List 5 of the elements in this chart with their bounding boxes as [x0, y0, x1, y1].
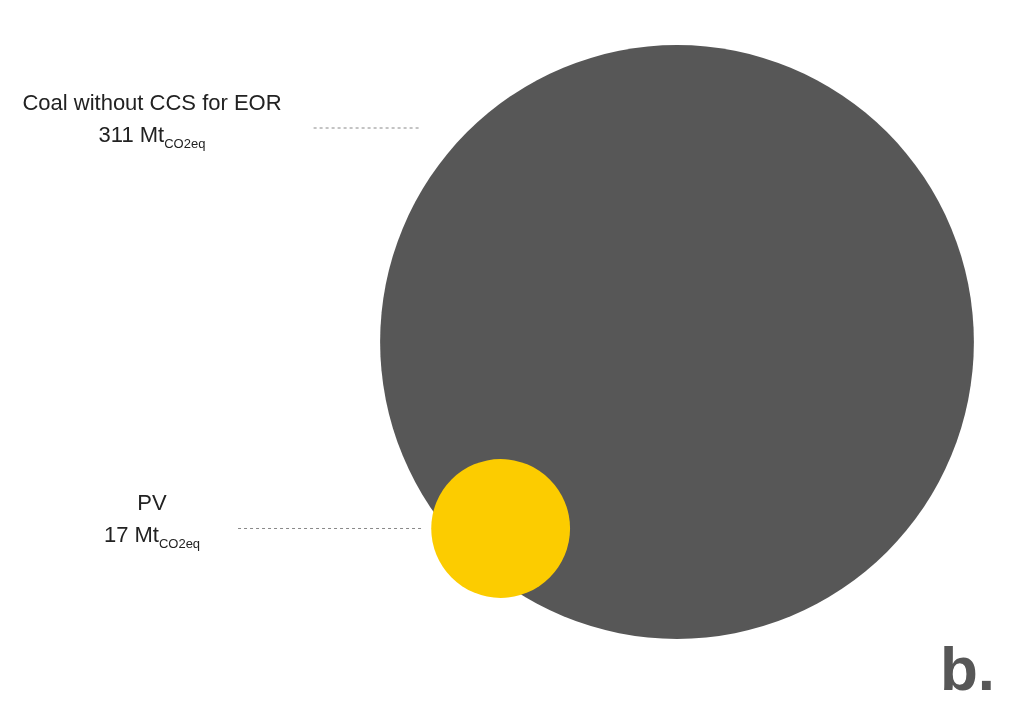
category-label: PV — [137, 490, 167, 516]
category-label: Coal without CCS for EOR — [22, 90, 282, 115]
data-label: 17 Mt$_{CO2eq}$ — [103, 522, 201, 552]
data-label: 311 Mt$_{CO2eq}$ — [98, 122, 206, 151]
text: b. — [939, 634, 995, 703]
